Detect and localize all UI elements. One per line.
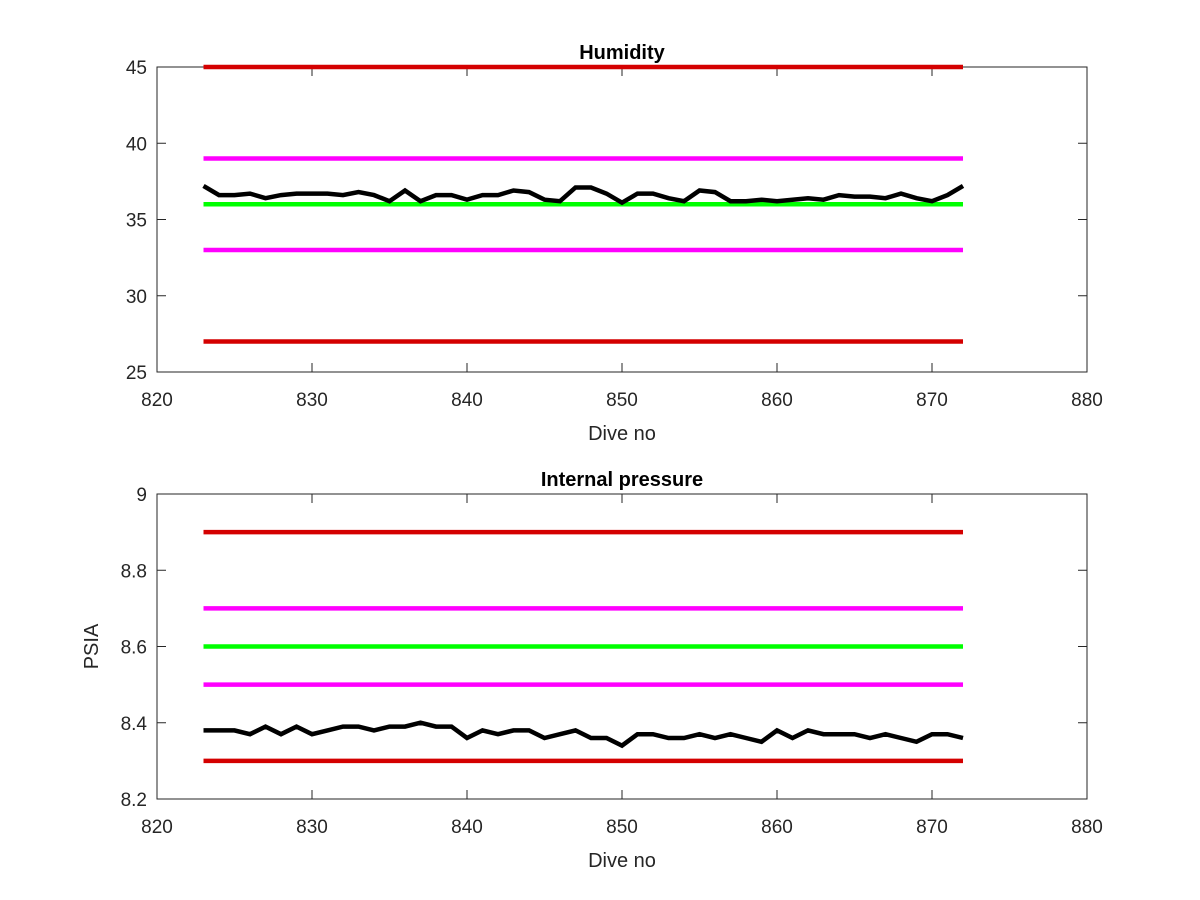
pressure-x-tick-label: 870 [916, 817, 948, 838]
humidity-x-tick-label: 870 [916, 390, 948, 411]
humidity-title: Humidity [579, 42, 665, 64]
humidity-x-axis-label: Dive no [588, 423, 656, 445]
pressure-x-tick-label: 850 [606, 817, 638, 838]
pressure-x-tick-label: 830 [296, 817, 328, 838]
pressure-title: Internal pressure [541, 469, 703, 491]
pressure-x-tick-label: 840 [451, 817, 483, 838]
humidity-x-tick-label: 860 [761, 390, 793, 411]
humidity-x-tick-label: 850 [606, 390, 638, 411]
humidity-x-tick-label: 830 [296, 390, 328, 411]
humidity-axes-box [156, 66, 1088, 373]
pressure-x-tick-label: 880 [1071, 817, 1103, 838]
pressure-x-axis-label: Dive no [588, 850, 656, 872]
internal-pressure-subplot: 820 830 840 850 860 870 880 8.2 8.4 8.6 8.8 9 Intern… [81, 469, 1103, 872]
pressure-y-tick-label: 9 [136, 485, 147, 506]
humidity-y-tick-label: 25 [126, 363, 147, 384]
humidity-y-tick-label: 30 [126, 287, 147, 308]
humidity-x-tick-label: 840 [451, 390, 483, 411]
pressure-y-tick-label: 8.2 [121, 790, 147, 811]
humidity-subplot: 820 830 840 850 860 870 880 25 30 35 40 45 Humidity D… [126, 42, 1103, 445]
pressure-x-tick-label: 820 [141, 817, 173, 838]
humidity-measured-series [202, 183, 965, 206]
pressure-y-tick-label: 8.6 [121, 638, 147, 659]
humidity-y-tick-label: 40 [126, 134, 147, 155]
pressure-y-axis-label: PSIA [81, 623, 103, 669]
humidity-y-tick-label: 35 [126, 211, 147, 232]
pressure-measured-series [203, 720, 964, 749]
pressure-y-tick-label: 8.8 [121, 561, 147, 582]
pressure-y-tick-label: 8.4 [121, 714, 148, 735]
humidity-x-tick-label: 820 [141, 390, 173, 411]
humidity-x-tick-label: 880 [1071, 390, 1103, 411]
humidity-y-tick-label: 45 [126, 58, 147, 79]
pressure-x-tick-label: 860 [761, 817, 793, 838]
